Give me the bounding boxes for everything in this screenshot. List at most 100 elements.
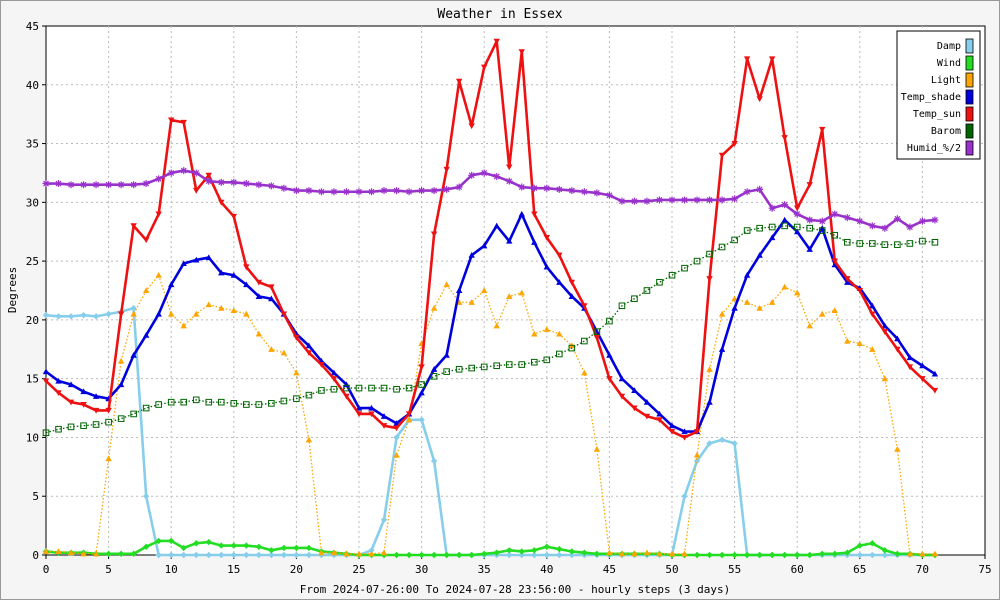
data-point	[844, 276, 851, 282]
x-tick-label: 65	[853, 563, 866, 576]
data-point	[443, 551, 450, 559]
data-point	[155, 537, 162, 545]
data-point	[92, 181, 100, 189]
data-point	[218, 199, 225, 206]
data-point	[268, 400, 275, 407]
data-point	[893, 215, 901, 223]
data-point	[543, 326, 550, 332]
data-point	[142, 404, 150, 412]
data-point	[843, 239, 851, 246]
data-point	[105, 550, 112, 558]
data-point	[105, 455, 112, 462]
data-point	[205, 177, 213, 185]
data-point	[556, 545, 563, 553]
data-point	[556, 279, 563, 285]
data-point	[881, 547, 889, 554]
data-point	[606, 376, 613, 382]
data-point	[793, 223, 801, 231]
data-point	[243, 281, 250, 288]
x-tick-label: 70	[916, 563, 929, 576]
data-point	[155, 272, 162, 278]
data-point	[80, 311, 87, 319]
data-point	[255, 330, 263, 337]
data-point	[643, 197, 651, 205]
data-point	[681, 196, 689, 204]
data-point	[894, 550, 901, 558]
data-point	[631, 405, 638, 412]
data-point	[443, 185, 451, 193]
data-point	[193, 310, 200, 317]
data-point	[818, 217, 826, 225]
data-point	[881, 241, 889, 248]
data-point	[931, 370, 939, 377]
data-point	[806, 246, 813, 252]
data-point	[393, 551, 400, 559]
data-point	[55, 313, 62, 320]
data-point	[656, 417, 663, 424]
data-point	[543, 235, 550, 241]
data-point	[193, 256, 200, 263]
data-point	[167, 398, 175, 406]
data-point	[869, 302, 876, 309]
data-point	[393, 187, 401, 195]
data-point	[756, 551, 763, 559]
data-point	[856, 287, 863, 294]
data-point	[418, 389, 425, 396]
data-point	[293, 395, 300, 402]
data-point	[293, 544, 300, 552]
data-point	[931, 216, 939, 224]
data-point	[168, 537, 175, 545]
data-point	[430, 187, 438, 195]
data-point	[731, 440, 738, 447]
data-point	[518, 548, 525, 555]
data-point	[105, 181, 113, 189]
data-point	[656, 550, 663, 557]
data-point	[430, 231, 438, 238]
legend-swatch	[965, 55, 974, 71]
series-layer	[42, 38, 939, 559]
data-point	[92, 313, 100, 320]
data-point	[117, 381, 125, 388]
data-point	[480, 363, 488, 371]
data-point	[731, 551, 738, 559]
data-point	[531, 330, 538, 337]
data-point	[280, 349, 288, 356]
series-line	[45, 39, 936, 439]
data-point	[794, 551, 801, 559]
data-point	[180, 551, 187, 559]
data-point	[155, 175, 163, 183]
data-point	[142, 331, 150, 338]
data-point	[230, 551, 237, 559]
data-point	[530, 358, 538, 366]
data-point	[468, 171, 476, 179]
data-point	[831, 307, 838, 314]
data-point	[380, 516, 388, 523]
data-point	[180, 398, 188, 406]
data-point	[468, 364, 475, 372]
x-tick-label: 15	[227, 563, 240, 576]
data-point	[668, 429, 676, 435]
series-line	[45, 225, 935, 434]
data-point	[430, 373, 438, 380]
data-point	[781, 201, 789, 209]
data-point	[481, 64, 488, 71]
data-point	[881, 329, 889, 335]
data-point	[568, 293, 576, 299]
data-point	[518, 289, 525, 296]
legend-label: Wind	[937, 58, 961, 69]
data-point	[205, 172, 212, 179]
data-point	[355, 404, 363, 411]
data-point	[681, 550, 688, 557]
data-point	[280, 311, 288, 318]
data-point	[618, 375, 626, 382]
data-point	[693, 429, 701, 435]
y-tick-label: 10	[26, 431, 39, 444]
data-point	[856, 551, 863, 559]
data-point	[368, 188, 376, 196]
data-point	[806, 216, 814, 224]
data-point	[819, 126, 826, 133]
data-point	[67, 549, 75, 556]
data-point	[768, 299, 776, 305]
data-point	[681, 434, 688, 441]
data-point	[130, 351, 137, 358]
